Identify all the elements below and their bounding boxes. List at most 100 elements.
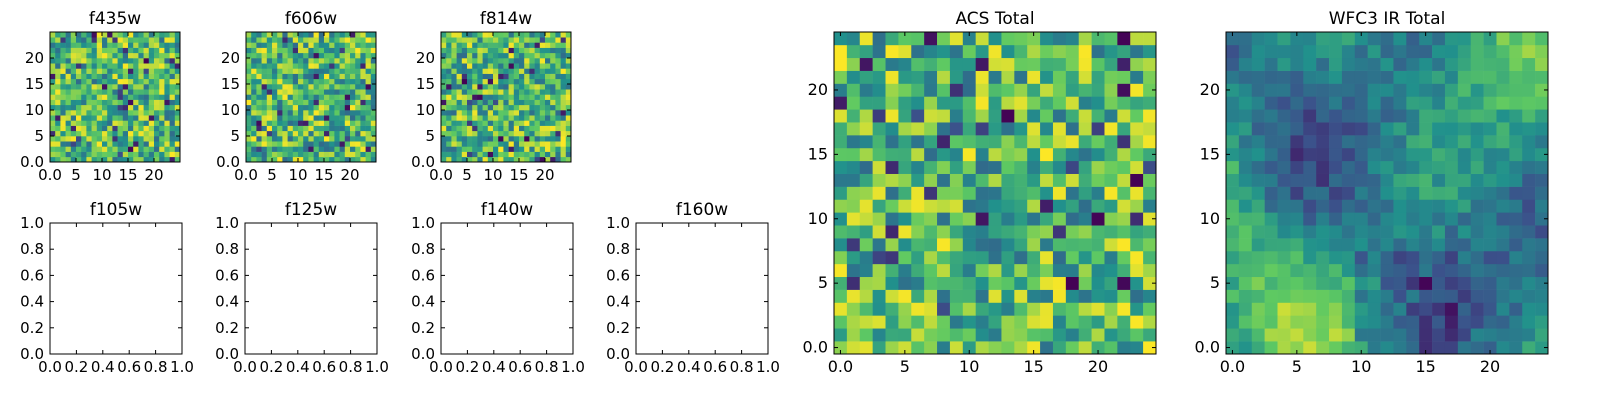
- heatmap-cell: [112, 136, 118, 142]
- heatmap-cell: [461, 94, 468, 100]
- heatmap-cell: [148, 47, 155, 54]
- heatmap-cell: [1277, 173, 1291, 187]
- heatmap-cell: [529, 110, 535, 116]
- heatmap-cell: [467, 141, 473, 147]
- heatmap-cell: [370, 52, 377, 59]
- heatmap-cell: [128, 42, 134, 48]
- heatmap-cell: [65, 110, 72, 116]
- heatmap-cell: [339, 32, 346, 38]
- heatmap-cell: [1303, 199, 1317, 213]
- heatmap-cell: [493, 37, 499, 43]
- heatmap-cell: [133, 37, 139, 43]
- heatmap-cell: [1143, 83, 1157, 97]
- heatmap-cell: [1432, 57, 1446, 71]
- heatmap-cell: [1226, 57, 1240, 71]
- heatmap-cell: [1496, 122, 1510, 136]
- heatmap-cell: [1522, 238, 1536, 252]
- heatmap-cell: [1130, 70, 1144, 84]
- heatmap-cell: [370, 125, 377, 132]
- heatmap-cell: [834, 238, 848, 252]
- heatmap-cell: [91, 32, 98, 38]
- heatmap-cell: [1406, 212, 1420, 226]
- heatmap-cell: [529, 136, 535, 142]
- heatmap-cell: [117, 58, 124, 64]
- heatmap-cell: [1393, 83, 1407, 97]
- heatmap-cell: [1264, 173, 1278, 187]
- heatmap-cell: [55, 156, 61, 163]
- heatmap-cell: [1130, 199, 1144, 213]
- heatmap-cell: [164, 125, 170, 132]
- heatmap-cell: [508, 78, 515, 85]
- heatmap-cell: [534, 42, 541, 48]
- heatmap-cell: [1143, 302, 1157, 316]
- heatmap-cell: [550, 110, 556, 116]
- heatmap-cell: [1264, 238, 1278, 252]
- heatmap-cell: [96, 89, 103, 95]
- heatmap-cell: [1001, 70, 1015, 84]
- heatmap-cell: [70, 146, 77, 152]
- heatmap-cell: [1380, 70, 1394, 84]
- heatmap-cell: [308, 58, 314, 64]
- heatmap-cell: [266, 73, 273, 80]
- heatmap-cell: [65, 130, 72, 137]
- y-tick-label: 0.6: [411, 266, 435, 284]
- heatmap-cell: [70, 94, 77, 100]
- heatmap-cell: [1354, 96, 1368, 110]
- heatmap-cell: [96, 94, 103, 100]
- heatmap-cell: [524, 42, 530, 48]
- heatmap-cell: [949, 44, 964, 59]
- heatmap-cell: [1078, 32, 1092, 46]
- heatmap-cell: [975, 173, 989, 187]
- heatmap-cell: [266, 78, 273, 85]
- heatmap-cell: [1380, 341, 1394, 355]
- heatmap-cell: [138, 58, 144, 64]
- y-tick-label: 15: [1200, 144, 1220, 163]
- heatmap-cell: [282, 110, 288, 116]
- heatmap-cell: [86, 52, 92, 59]
- heatmap-cell: [885, 147, 899, 162]
- heatmap-cell: [441, 120, 447, 126]
- heatmap-cell: [1040, 147, 1054, 162]
- heatmap-cell: [545, 130, 551, 137]
- heatmap-cell: [1065, 83, 1080, 97]
- heatmap-cell: [846, 263, 861, 278]
- y-tick-label: 0.0: [215, 345, 239, 363]
- heatmap-cell: [174, 104, 181, 111]
- heatmap-cell: [487, 89, 494, 95]
- heatmap-cell: [1380, 147, 1394, 162]
- heatmap-cell: [91, 63, 98, 69]
- heatmap-cell: [1130, 135, 1144, 149]
- heatmap-cell: [1419, 302, 1433, 316]
- heatmap-cell: [924, 302, 938, 316]
- heatmap-cell: [885, 302, 899, 316]
- heatmap-cell: [60, 52, 66, 59]
- heatmap-cell: [246, 99, 252, 106]
- heatmap-cell: [272, 52, 278, 59]
- heatmap-cell: [1522, 44, 1536, 59]
- heatmap-cell: [112, 141, 118, 147]
- heatmap-cell: [128, 32, 134, 38]
- heatmap-cell: [441, 156, 447, 163]
- heatmap-cell: [355, 115, 361, 121]
- heatmap-cell: [1444, 225, 1459, 239]
- heatmap-cell: [266, 115, 273, 121]
- heatmap-cell: [529, 78, 535, 85]
- heatmap-cell: [1251, 250, 1265, 265]
- heatmap-cell: [1027, 96, 1041, 110]
- heatmap-cell: [1238, 122, 1253, 136]
- heatmap-cell: [555, 141, 561, 147]
- heatmap-cell: [555, 146, 561, 152]
- heatmap-cell: [370, 156, 377, 163]
- y-tick-label: 20: [1200, 80, 1220, 99]
- heatmap-cell: [143, 99, 150, 106]
- heatmap-cell: [164, 120, 170, 126]
- heatmap-cell: [1380, 263, 1394, 278]
- heatmap-cell: [1117, 315, 1131, 329]
- heatmap-cell: [159, 130, 165, 137]
- heatmap-cell: [287, 115, 294, 121]
- heatmap-cell: [924, 225, 938, 239]
- heatmap-cell: [1535, 276, 1549, 290]
- heatmap-cell: [55, 115, 61, 121]
- heatmap-cell: [1522, 109, 1536, 123]
- x-tick-label: 0.6: [312, 358, 336, 376]
